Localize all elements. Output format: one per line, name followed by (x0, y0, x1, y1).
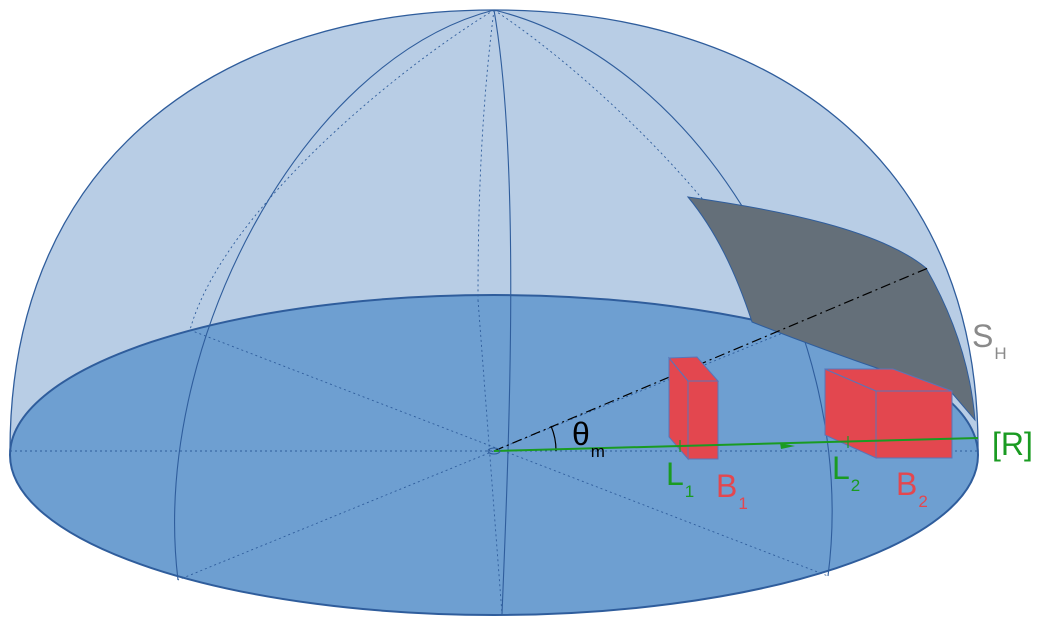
building-b2-front (875, 390, 953, 459)
b1-label: B1 (716, 468, 748, 513)
receiver-label: [R] (992, 426, 1033, 462)
shadow-surface-label: SH (972, 318, 1007, 363)
building-b1-front (687, 380, 719, 460)
building-b1 (667, 356, 720, 461)
l1-label: L1 (666, 456, 695, 501)
angle-arc (550, 425, 557, 452)
meridian-back-right (493, 9, 791, 331)
angle-label: θm (572, 416, 605, 461)
ray-line (493, 437, 979, 452)
elevation-line (493, 267, 929, 452)
b2-label: B2 (896, 466, 928, 511)
meridian-back-lines (189, 9, 791, 331)
meridian-back-center (477, 9, 495, 301)
l2-label: L2 (832, 450, 861, 495)
origin-point (487, 447, 501, 455)
ray-arrow-head (780, 443, 795, 449)
horizon-plane (9, 294, 979, 616)
building-b2 (824, 368, 953, 459)
meridian-front-left (174, 9, 495, 581)
meridian-front-center (493, 9, 512, 615)
radial-line (189, 329, 829, 577)
